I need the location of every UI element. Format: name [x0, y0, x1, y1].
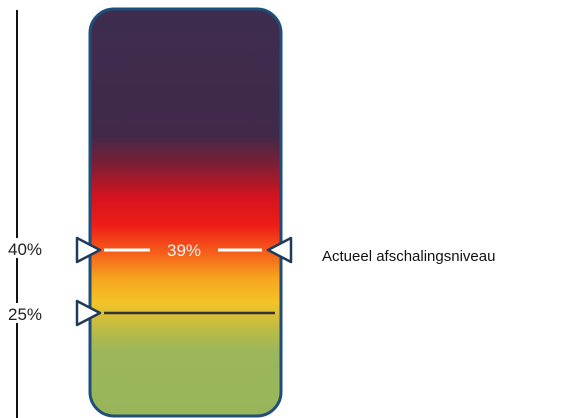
marker-arrow-25-icon [75, 299, 102, 327]
gauge-body [88, 7, 283, 418]
marker-arrow-40-icon [75, 236, 102, 264]
axis-gap-25 [8, 303, 28, 323]
marker-label-40: 40% [8, 240, 42, 259]
marker-label-25: 25% [8, 305, 42, 324]
current-level-arrow-icon [266, 236, 293, 264]
axis-gap-40 [8, 238, 28, 258]
current-level-value: 39% [167, 241, 201, 260]
current-level-description: Actueel afschalingsniveau [322, 248, 495, 265]
